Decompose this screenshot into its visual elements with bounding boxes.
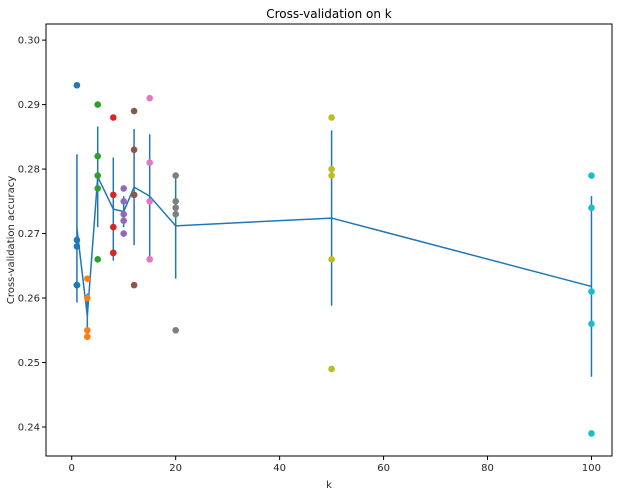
scatter-point (94, 185, 102, 192)
plot-area (45, 23, 613, 457)
y-axis-ticks: 0.24 0.25 0.26 0.27 0.28 0.29 0.30 (18, 36, 46, 433)
scatter-points (73, 81, 595, 437)
x-tick-label: 80 (481, 463, 494, 474)
x-tick-label: 100 (582, 463, 601, 474)
scatter-point (130, 281, 138, 289)
scatter-point (588, 320, 595, 328)
scatter-point (328, 256, 335, 263)
scatter-point (94, 101, 102, 108)
scatter-point (172, 210, 179, 218)
scatter-point (328, 114, 335, 121)
scatter-point (588, 430, 595, 437)
scatter-point (588, 288, 595, 295)
scatter-point (84, 333, 91, 341)
scatter-point (73, 281, 81, 289)
scatter-point (94, 256, 102, 263)
y-tick-label: 0.30 (18, 36, 40, 47)
scatter-point (172, 198, 179, 205)
scatter-point (120, 198, 128, 205)
y-tick-label: 0.28 (18, 165, 40, 176)
scatter-point (94, 152, 102, 160)
scatter-point (130, 191, 138, 199)
scatter-point (146, 94, 153, 102)
scatter-point (120, 210, 128, 218)
scatter-point (172, 172, 179, 179)
x-axis-label: k (326, 480, 332, 491)
y-tick-label: 0.26 (18, 294, 40, 305)
x-axis-ticks: 0 20 40 60 80 100 (69, 456, 601, 474)
scatter-point (73, 243, 81, 250)
y-axis-label: Cross-validation accuracy (6, 176, 17, 304)
scatter-point (146, 198, 153, 205)
scatter-point (146, 256, 153, 263)
scatter-point (110, 114, 117, 121)
scatter-point (130, 107, 138, 115)
scatter-point (110, 249, 117, 257)
y-tick-label: 0.25 (18, 358, 40, 369)
scatter-point (84, 326, 91, 334)
chart-title: Cross-validation on k (266, 7, 392, 21)
scatter-point (73, 236, 81, 244)
mean-accuracy-line (76, 173, 592, 317)
x-tick-label: 40 (273, 463, 286, 474)
scatter-point (172, 326, 179, 334)
x-tick-label: 20 (169, 463, 182, 474)
scatter-point (84, 275, 91, 282)
scatter-point (120, 185, 128, 192)
scatter-point (588, 204, 595, 212)
scatter-point (328, 165, 335, 173)
scatter-point (146, 159, 153, 166)
scatter-point (84, 294, 91, 302)
scatter-point (110, 191, 117, 199)
y-tick-label: 0.24 (18, 422, 40, 433)
scatter-point (588, 172, 595, 179)
x-tick-label: 60 (377, 463, 390, 474)
y-tick-label: 0.27 (18, 229, 40, 240)
mean-line-group (76, 173, 592, 317)
scatter-point (172, 204, 179, 212)
axes-frame (45, 23, 613, 457)
scatter-point (328, 365, 335, 373)
scatter-point (120, 230, 128, 237)
scatter-point (110, 223, 117, 231)
scatter-point (94, 172, 102, 179)
scatter-point (328, 172, 335, 179)
x-tick-label: 0 (69, 463, 75, 474)
y-tick-label: 0.29 (18, 100, 40, 111)
scatter-point (73, 81, 81, 89)
scatter-point (130, 146, 138, 154)
scatter-point (120, 217, 128, 224)
